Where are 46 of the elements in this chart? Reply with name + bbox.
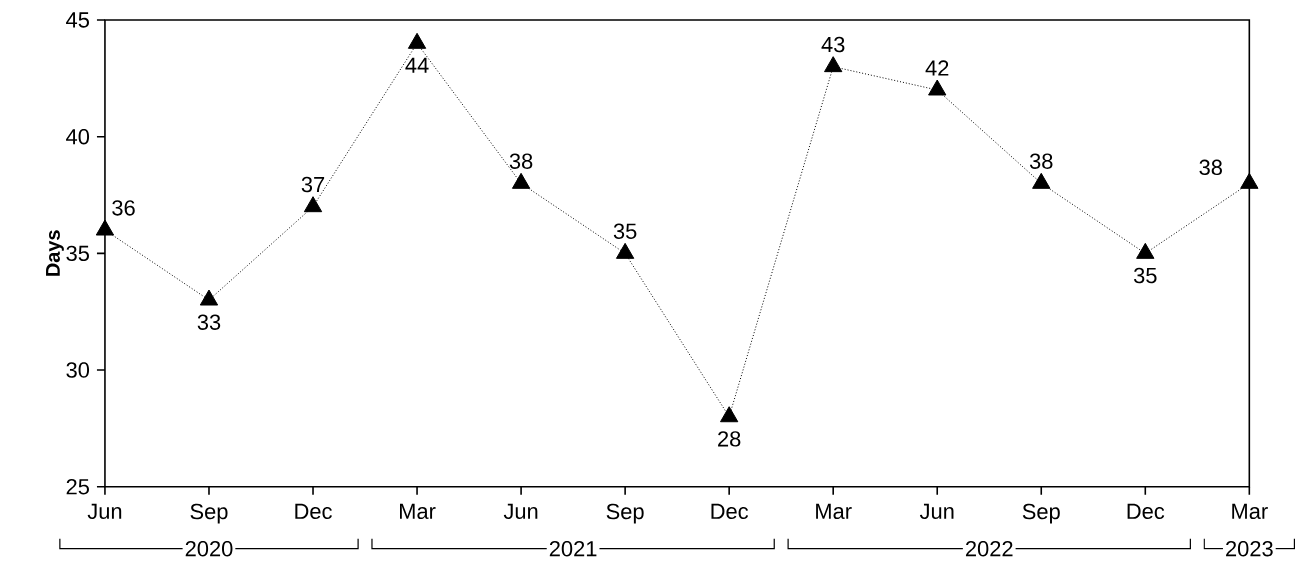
y-tick-label: 35: [66, 245, 89, 262]
data-label: 38: [1199, 159, 1222, 176]
x-tick-label: Dec: [1127, 503, 1165, 520]
x-tick-label: Sep: [190, 503, 228, 524]
point: [615, 243, 635, 260]
point: [303, 196, 323, 213]
x-tick-label: Sep: [606, 503, 644, 524]
point: [1136, 243, 1155, 260]
x-tick-label: Mar: [816, 503, 852, 520]
point: [1032, 173, 1051, 189]
x-tick-label: Jun: [919, 503, 954, 520]
text: 2020: [185, 541, 233, 557]
x-tick-label: Sep: [1022, 503, 1060, 524]
point: [1240, 173, 1259, 189]
point: [511, 173, 531, 189]
point: [928, 79, 947, 96]
point: [720, 406, 739, 423]
point: [95, 219, 115, 236]
data-label: 35: [613, 223, 637, 240]
y-tick-label: 25: [66, 479, 89, 495]
data-label: 28: [718, 431, 741, 447]
x-tick-label: Mar: [400, 503, 436, 520]
text: 2021: [549, 541, 597, 557]
data-label: 43: [821, 36, 845, 53]
y-tick-label: 40: [66, 129, 90, 145]
y-tick-label: 30: [66, 362, 90, 378]
data-label: 35: [1133, 267, 1157, 284]
data-label: 44: [405, 57, 429, 73]
data-label: 38: [509, 153, 533, 170]
data-label: 37: [301, 176, 325, 193]
y-tick-label: 45: [66, 12, 89, 28]
point: [824, 56, 843, 73]
x-tick-label: Jun: [87, 503, 122, 520]
data-label: 42: [925, 60, 949, 76]
x-tick-label: Jun: [503, 503, 538, 520]
point: [199, 289, 219, 306]
y-axis-title: Days: [46, 230, 64, 276]
data-label: 33: [197, 314, 221, 331]
x-tick-label: Mar: [1232, 503, 1268, 520]
point: [407, 32, 427, 49]
data-label: 38: [1029, 153, 1053, 170]
x-tick-label: Dec: [711, 503, 749, 520]
text: 2023: [1226, 541, 1273, 557]
data-label: 36: [112, 200, 135, 216]
text: 2022: [965, 541, 1013, 557]
x-tick-label: Dec: [295, 503, 332, 520]
